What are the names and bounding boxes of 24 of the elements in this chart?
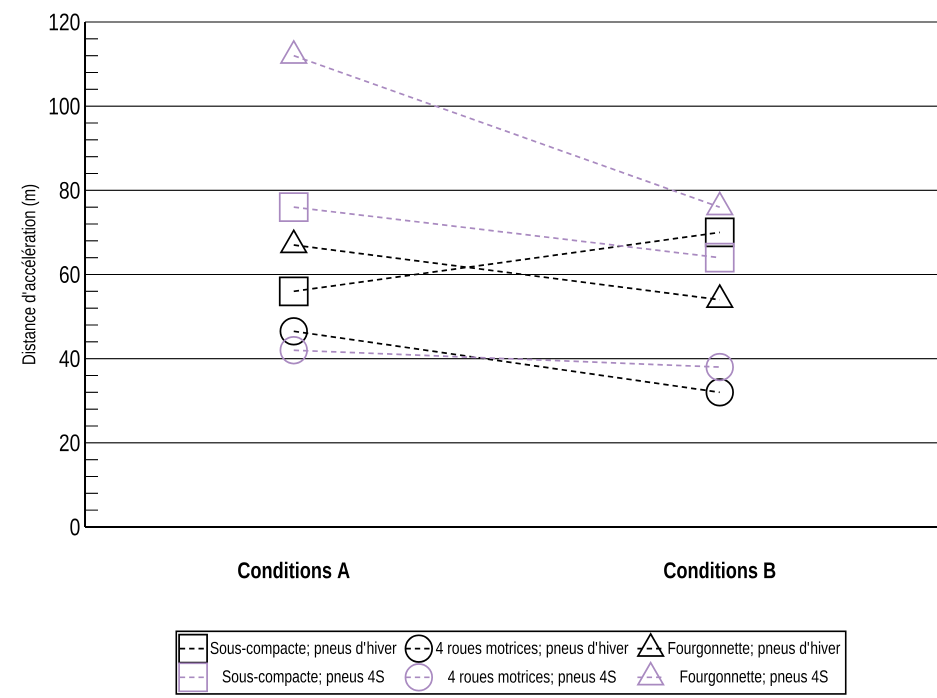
legend-label: Fourgonnette; pneus d'hiver bbox=[668, 641, 840, 658]
point bbox=[706, 378, 734, 407]
point bbox=[706, 352, 734, 382]
x-tick-label: Conditions A bbox=[238, 562, 350, 578]
legend-label: Sous-compacte; pneus 4S bbox=[222, 670, 384, 686]
point bbox=[278, 276, 309, 306]
x-tick-label: Conditions B bbox=[664, 562, 776, 578]
point bbox=[280, 317, 308, 346]
y-tick-label: 120 bbox=[50, 13, 80, 30]
point bbox=[280, 336, 308, 364]
y-tick-label: 40 bbox=[59, 350, 80, 368]
point bbox=[278, 192, 309, 222]
y-axis-title: Distance d'accélération (m) bbox=[21, 184, 40, 364]
y-tick-label: 0 bbox=[70, 518, 80, 536]
y-tick-label: 60 bbox=[60, 266, 80, 283]
point bbox=[704, 242, 735, 273]
legend-label: 4 roues motrices; pneus 4S bbox=[448, 670, 616, 686]
y-tick-label: 80 bbox=[60, 182, 80, 199]
legend-label: 4 roues motrices; pneus d'hiver bbox=[436, 641, 628, 658]
legend-label: Fourgonnette; pneus 4S bbox=[680, 670, 828, 686]
point bbox=[704, 218, 735, 248]
legend-label: Sous-compacte; pneus d'hiver bbox=[210, 641, 396, 658]
y-tick-label: 100 bbox=[50, 98, 80, 115]
y-tick-label: 20 bbox=[60, 434, 80, 452]
